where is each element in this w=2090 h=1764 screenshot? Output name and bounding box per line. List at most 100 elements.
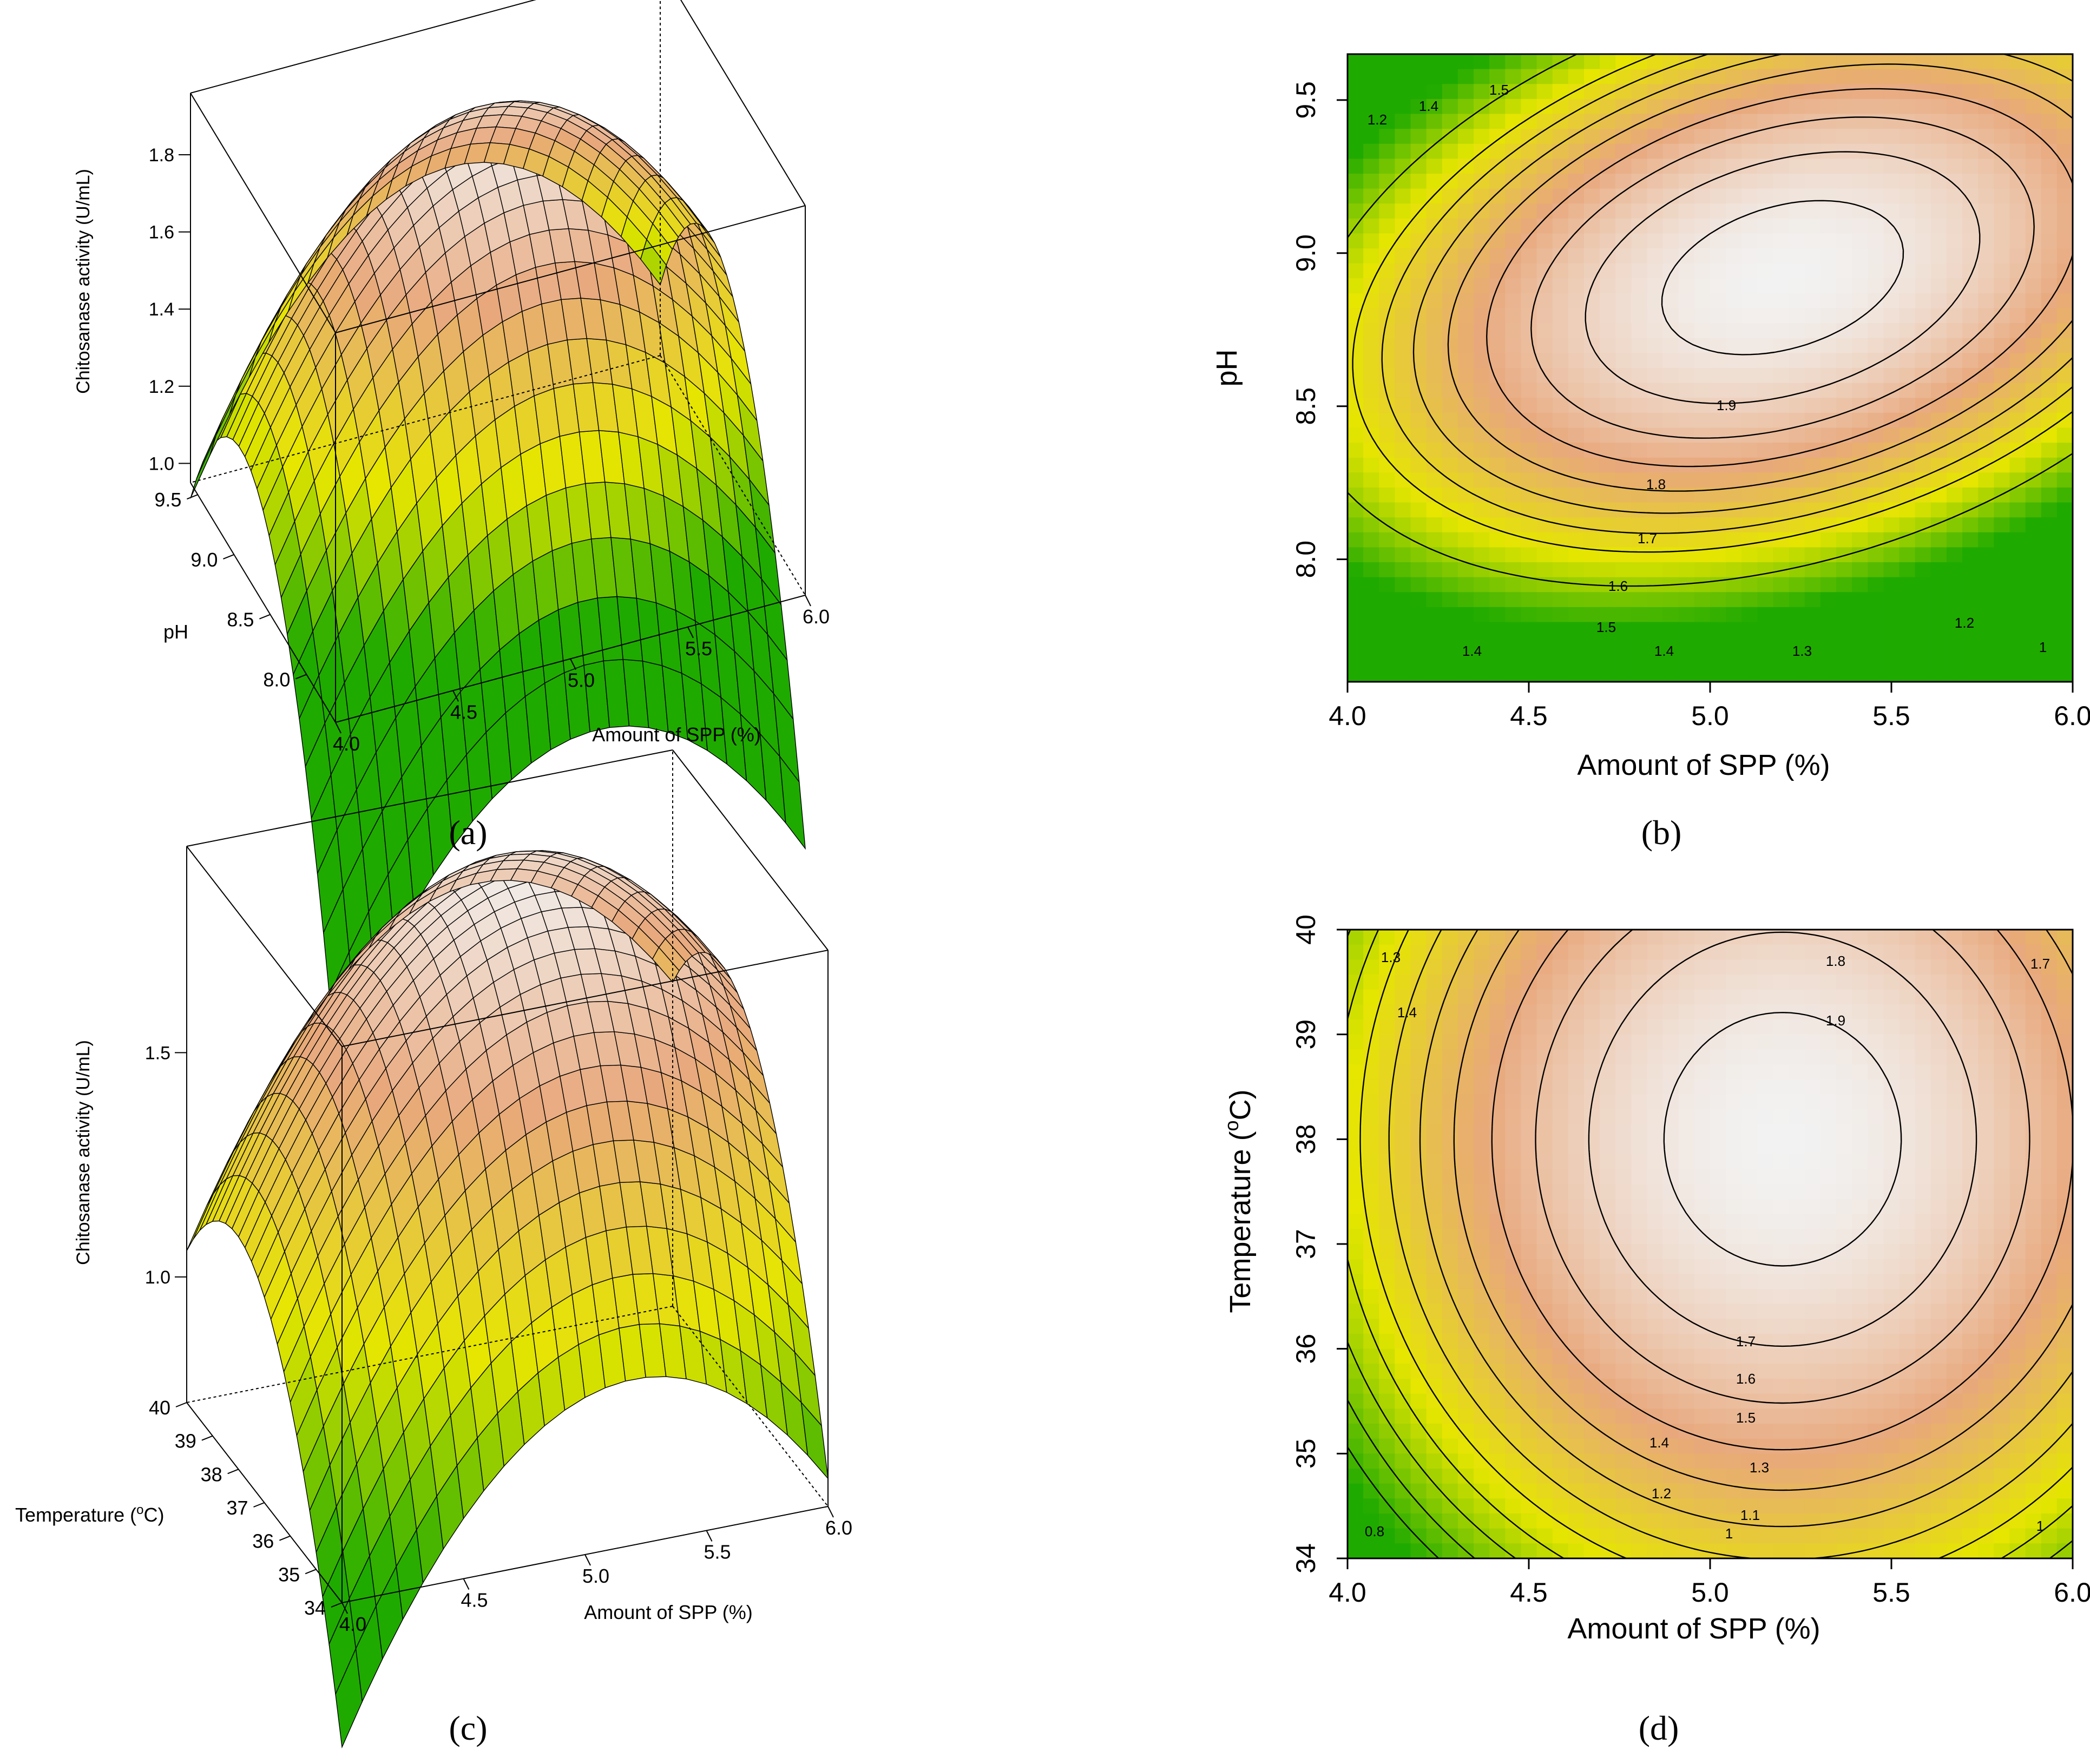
- heatmap-cell: [1568, 1289, 1585, 1305]
- heatmap-cell: [2025, 577, 2042, 593]
- heatmap-cell: [1426, 1094, 1443, 1110]
- heatmap-cell: [1442, 1229, 1458, 1245]
- heatmap-cell: [1820, 338, 1837, 354]
- heatmap-cell: [1773, 1379, 1790, 1394]
- heatmap-cell: [1536, 607, 1553, 623]
- heatmap-cell: [1915, 1364, 1931, 1379]
- heatmap-cell: [1694, 248, 1711, 264]
- heatmap-cell: [1442, 607, 1458, 623]
- heatmap-cell: [2041, 443, 2058, 458]
- heatmap-cell: [1678, 517, 1695, 533]
- heatmap-cell: [1773, 1424, 1790, 1439]
- contour-line-1.4: [1412, 53, 2073, 514]
- heatmap-cell: [1442, 1019, 1458, 1035]
- heatmap-cell: [1978, 622, 1995, 637]
- heatmap-cell: [1521, 1049, 1537, 1065]
- heatmap-cell: [1410, 1498, 1427, 1514]
- heatmap-cell: [1536, 562, 1553, 578]
- heatmap-cell: [1583, 1079, 1600, 1095]
- heatmap-cell: [1615, 1214, 1632, 1230]
- heatmap-cell: [2041, 248, 2058, 264]
- heatmap-cell: [1426, 323, 1443, 339]
- heatmap-cell: [1521, 1034, 1537, 1050]
- heatmap-cell: [1994, 443, 2010, 458]
- heatmap-cell: [1678, 173, 1695, 189]
- heatmap-cell: [1694, 637, 1711, 653]
- heatmap-cell: [1930, 487, 1947, 503]
- heatmap-cell: [1899, 607, 1916, 623]
- heatmap-cell: [1773, 502, 1790, 518]
- heatmap-cell: [1930, 368, 1947, 384]
- heatmap-cell: [1789, 173, 1805, 189]
- heatmap-cell: [1505, 1304, 1522, 1320]
- heatmap-cell: [1773, 667, 1790, 682]
- heatmap-cell: [1836, 457, 1852, 473]
- heatmap-cell: [1395, 1528, 1411, 1544]
- heatmap-cell: [1899, 218, 1916, 234]
- heatmap-cell: [1348, 188, 1364, 204]
- heatmap-cell: [1994, 502, 2010, 518]
- heatmap-cell: [1836, 263, 1852, 279]
- heatmap-cell: [1868, 368, 1884, 384]
- heatmap-cell: [2056, 84, 2073, 100]
- heatmap-cell: [1694, 944, 1711, 960]
- heatmap-cell: [1852, 1064, 1869, 1080]
- heatmap-cell: [1710, 592, 1726, 608]
- heatmap-cell: [2025, 84, 2042, 100]
- heatmap-cell: [1915, 1393, 1931, 1410]
- heatmap-cell: [1946, 1109, 1963, 1125]
- heatmap-cell: [1978, 188, 1995, 204]
- heatmap-cell: [1694, 472, 1711, 488]
- heatmap-cell: [1363, 1139, 1380, 1155]
- heatmap-cell: [1505, 651, 1522, 668]
- heatmap-cell: [2041, 129, 2058, 144]
- heatmap-cell: [1741, 1169, 1758, 1185]
- heatmap-cell: [1379, 323, 1396, 339]
- heatmap-cell: [1521, 607, 1537, 623]
- heatmap-cell: [1631, 398, 1648, 413]
- heatmap-cell: [1489, 188, 1506, 204]
- heatmap-cell: [1395, 323, 1411, 339]
- heatmap-cell: [1741, 114, 1758, 129]
- heatmap-cell: [1868, 1334, 1884, 1350]
- heatmap-cell: [1600, 1229, 1616, 1245]
- heatmap-cell: [1836, 1139, 1852, 1155]
- heatmap-cell: [1883, 1379, 1900, 1394]
- heatmap-cell: [1536, 1393, 1553, 1410]
- heatmap-cell: [1978, 1424, 1995, 1439]
- heatmap-cell: [1820, 1424, 1837, 1439]
- heatmap-cell: [1946, 517, 1963, 533]
- heatmap-cell: [1521, 1154, 1537, 1170]
- heatmap-cell: [1489, 1528, 1506, 1544]
- heatmap-cell: [1852, 1124, 1869, 1140]
- heatmap-cell: [1726, 293, 1743, 309]
- contour-label: 1.4: [1462, 643, 1482, 659]
- heatmap-cell: [1962, 930, 1979, 945]
- contour-label-text: 1.2: [1368, 111, 1387, 128]
- heatmap-cell: [1552, 547, 1569, 563]
- heatmap-cell: [1410, 159, 1427, 174]
- heatmap-cell: [1600, 1154, 1616, 1170]
- heatmap-cell: [1505, 1408, 1522, 1424]
- heatmap-cell: [1631, 98, 1648, 115]
- heatmap-cell: [1994, 1184, 2010, 1200]
- heatmap-cell: [1662, 114, 1679, 129]
- heatmap-cell: [1789, 1019, 1805, 1035]
- heatmap-cell: [1978, 667, 1995, 682]
- heatmap-cell: [1820, 472, 1837, 488]
- heatmap-cell: [1521, 457, 1537, 473]
- heatmap-cell: [1899, 143, 1916, 160]
- heatmap-cell: [1978, 398, 1995, 413]
- heatmap-cell: [1489, 1004, 1506, 1020]
- heatmap-cell: [1363, 577, 1380, 593]
- heatmap-cell: [1568, 1109, 1585, 1125]
- heatmap-cell: [1410, 562, 1427, 578]
- heatmap-cell: [1395, 1109, 1411, 1125]
- heatmap-cell: [1883, 532, 1900, 548]
- heatmap-cell: [2056, 368, 2073, 384]
- heatmap-cell: [1710, 1408, 1726, 1424]
- heatmap-cell: [1505, 975, 1522, 990]
- heatmap-cell: [1379, 532, 1396, 548]
- heatmap-cell: [1994, 173, 2010, 189]
